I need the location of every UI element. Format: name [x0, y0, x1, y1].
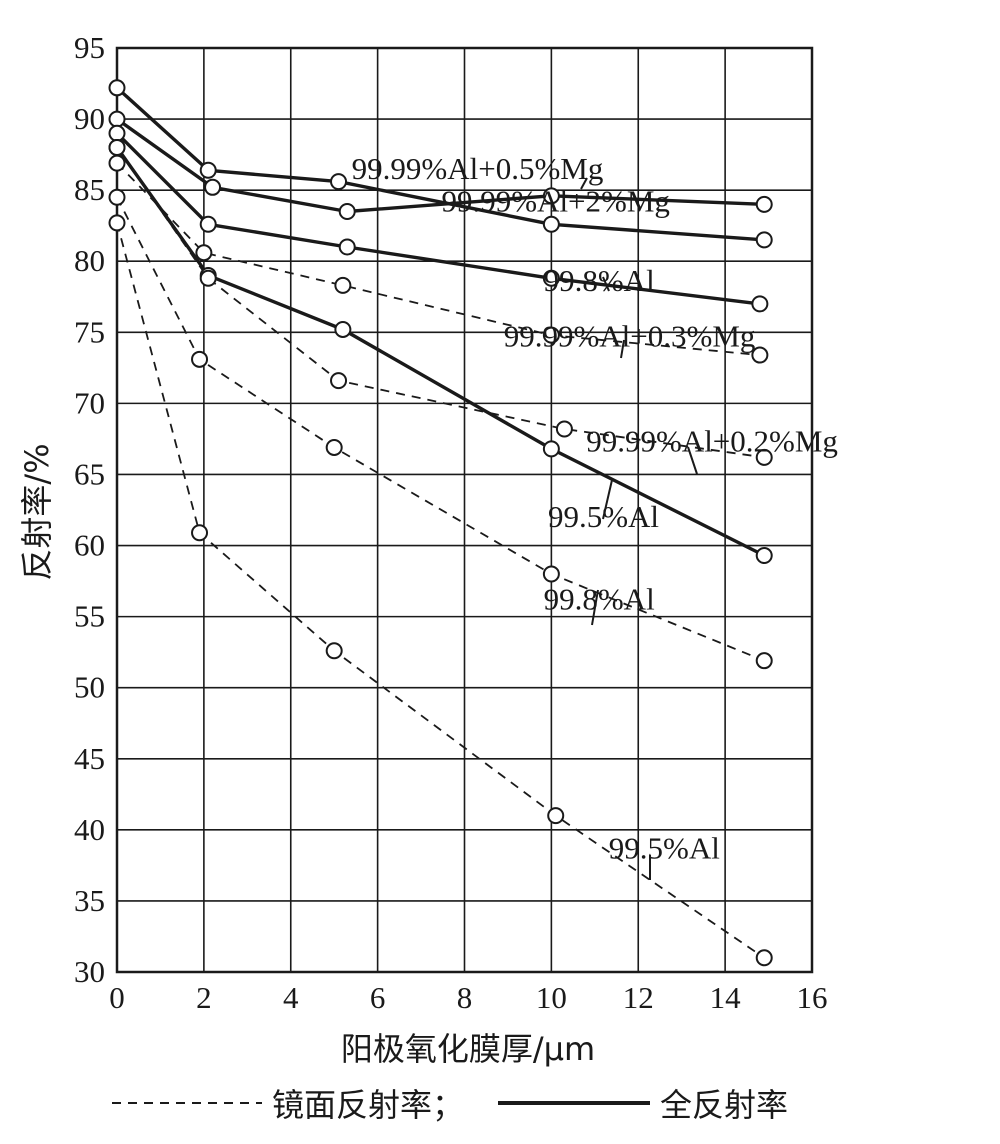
series-annotation-label: 99.8%Al: [544, 582, 655, 617]
x-tick-label: 14: [710, 980, 742, 1015]
data-point-marker: [542, 215, 560, 233]
data-point-marker: [199, 161, 217, 179]
y-axis-label: 反射率/%: [18, 443, 56, 580]
data-point-marker: [755, 195, 773, 213]
data-point-marker: [555, 420, 573, 438]
annotation-leader-line: [591, 589, 599, 626]
annotation-leader-line: [580, 177, 588, 190]
data-point-marker: [755, 546, 773, 564]
x-tick-label: 6: [370, 980, 386, 1015]
data-point-marker: [547, 807, 565, 825]
data-point-marker: [204, 178, 222, 196]
y-tick-label: 40: [74, 812, 105, 847]
series-annotation-label: 99.5%Al: [609, 830, 720, 865]
annotation-leader-line: [620, 339, 625, 359]
x-tick-label: 10: [536, 980, 567, 1015]
data-point-marker: [191, 350, 209, 368]
data-point-marker: [542, 187, 560, 205]
x-tick-label: 2: [196, 980, 212, 1015]
data-point-marker: [334, 276, 352, 294]
data-point-marker: [191, 524, 209, 542]
data-point-marker: [755, 448, 773, 466]
x-tick-labels: 0 2 4 6 8 10 12 14 16: [109, 980, 827, 1015]
annotation-leader-line: [602, 479, 613, 520]
series-annotation-label: 99.99%Al+2%Mg: [441, 183, 669, 218]
data-point-marker: [108, 139, 126, 157]
x-tick-label: 12: [623, 980, 654, 1015]
y-tick-label: 75: [74, 314, 105, 349]
y-tick-label: 55: [74, 599, 105, 634]
series-annotation-label: 99.99%Al+0.3%Mg: [504, 319, 756, 354]
data-point-marker: [755, 949, 773, 967]
legend-label-specular: 镜面反射率；: [272, 1086, 464, 1124]
data-point-marker: [338, 202, 356, 220]
data-point-marker: [751, 346, 769, 364]
y-tick-labels: 30 35 40 45 50 55 60 65 70 75 80 85 90 95: [74, 30, 105, 989]
data-point-marker: [108, 154, 126, 172]
x-tick-label: 0: [109, 980, 125, 1015]
data-point-marker: [751, 295, 769, 313]
y-tick-label: 80: [74, 243, 105, 278]
plot-frame: [115, 46, 814, 974]
series-line: [116, 162, 760, 356]
data-point-marker: [108, 124, 126, 142]
data-point-marker: [330, 372, 348, 390]
y-tick-label: 90: [74, 101, 105, 136]
data-point-marker: [542, 269, 560, 287]
data-point-marker: [542, 440, 560, 458]
data-point-marker: [542, 565, 560, 583]
data-point-marker: [108, 79, 126, 97]
y-tick-label: 50: [74, 670, 105, 705]
x-tick-label: 16: [797, 980, 828, 1015]
x-tick-label: 4: [283, 980, 299, 1015]
y-tick-label: 45: [74, 741, 105, 776]
data-point-marker: [330, 173, 348, 191]
data-point-marker: [325, 438, 343, 456]
x-axis-label: 阳极氧化膜厚/μm: [341, 1030, 595, 1068]
annotation-leader-line: [687, 446, 698, 475]
series-annotation-label: 99.8%Al: [544, 263, 655, 298]
data-point-marker: [108, 188, 126, 206]
annotation-leader-line: [602, 276, 610, 292]
y-tick-label: 85: [74, 172, 105, 207]
y-tick-label: 95: [74, 30, 105, 65]
legend: 镜面反射率； 全反射率: [112, 1086, 788, 1124]
annotation-leaders: [580, 177, 698, 880]
data-point-marker: [542, 326, 560, 344]
data-point-marker: [108, 214, 126, 232]
data-point-marker: [199, 269, 217, 287]
y-tick-label: 60: [74, 528, 105, 563]
data-point-marker: [199, 215, 217, 233]
y-tick-label: 65: [74, 456, 105, 491]
data-point-marker: [334, 320, 352, 338]
y-tick-label: 35: [74, 883, 105, 918]
series-annotation-label: 99.99%Al+0.2%Mg: [586, 424, 838, 459]
series-annotation-label: 99.5%Al: [548, 499, 659, 534]
data-point-marker: [108, 110, 126, 128]
data-markers: [108, 79, 773, 967]
y-tick-label: 30: [74, 954, 105, 989]
data-point-marker: [755, 231, 773, 249]
grid-lines: [117, 48, 812, 972]
data-point-marker: [325, 642, 343, 660]
x-tick-label: 8: [457, 980, 473, 1015]
series-annotation-label: 99.99%Al+0.5%Mg: [352, 151, 604, 186]
y-tick-label: 70: [74, 385, 105, 420]
legend-label-total: 全反射率: [660, 1086, 788, 1124]
data-point-marker: [338, 238, 356, 256]
data-point-marker: [195, 244, 213, 262]
data-point-marker: [755, 652, 773, 670]
